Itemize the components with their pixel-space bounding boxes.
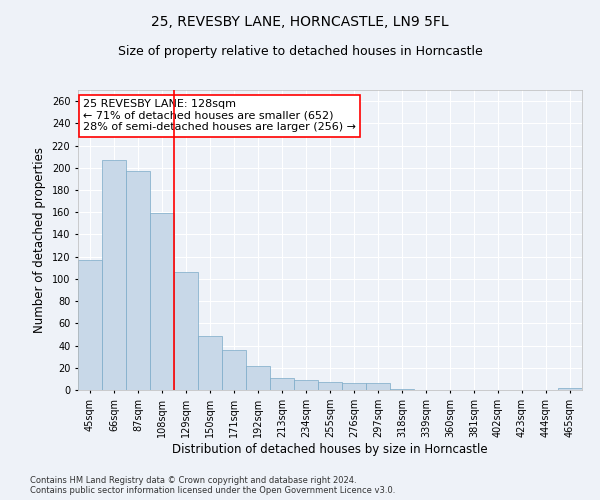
X-axis label: Distribution of detached houses by size in Horncastle: Distribution of detached houses by size … — [172, 442, 488, 456]
Bar — [126, 171, 150, 390]
Text: Contains HM Land Registry data © Crown copyright and database right 2024.
Contai: Contains HM Land Registry data © Crown c… — [30, 476, 395, 495]
Text: 25, REVESBY LANE, HORNCASTLE, LN9 5FL: 25, REVESBY LANE, HORNCASTLE, LN9 5FL — [151, 15, 449, 29]
Text: Size of property relative to detached houses in Horncastle: Size of property relative to detached ho… — [118, 45, 482, 58]
Bar — [558, 388, 582, 390]
Bar — [294, 380, 318, 390]
Bar — [318, 382, 342, 390]
Y-axis label: Number of detached properties: Number of detached properties — [33, 147, 46, 333]
Bar — [342, 384, 366, 390]
Bar — [246, 366, 270, 390]
Bar — [174, 272, 198, 390]
Bar — [198, 336, 222, 390]
Bar — [390, 389, 414, 390]
Bar — [270, 378, 294, 390]
Bar — [150, 214, 174, 390]
Bar — [366, 384, 390, 390]
Bar — [78, 260, 102, 390]
Bar — [102, 160, 126, 390]
Text: 25 REVESBY LANE: 128sqm
← 71% of detached houses are smaller (652)
28% of semi-d: 25 REVESBY LANE: 128sqm ← 71% of detache… — [83, 99, 356, 132]
Bar — [222, 350, 246, 390]
